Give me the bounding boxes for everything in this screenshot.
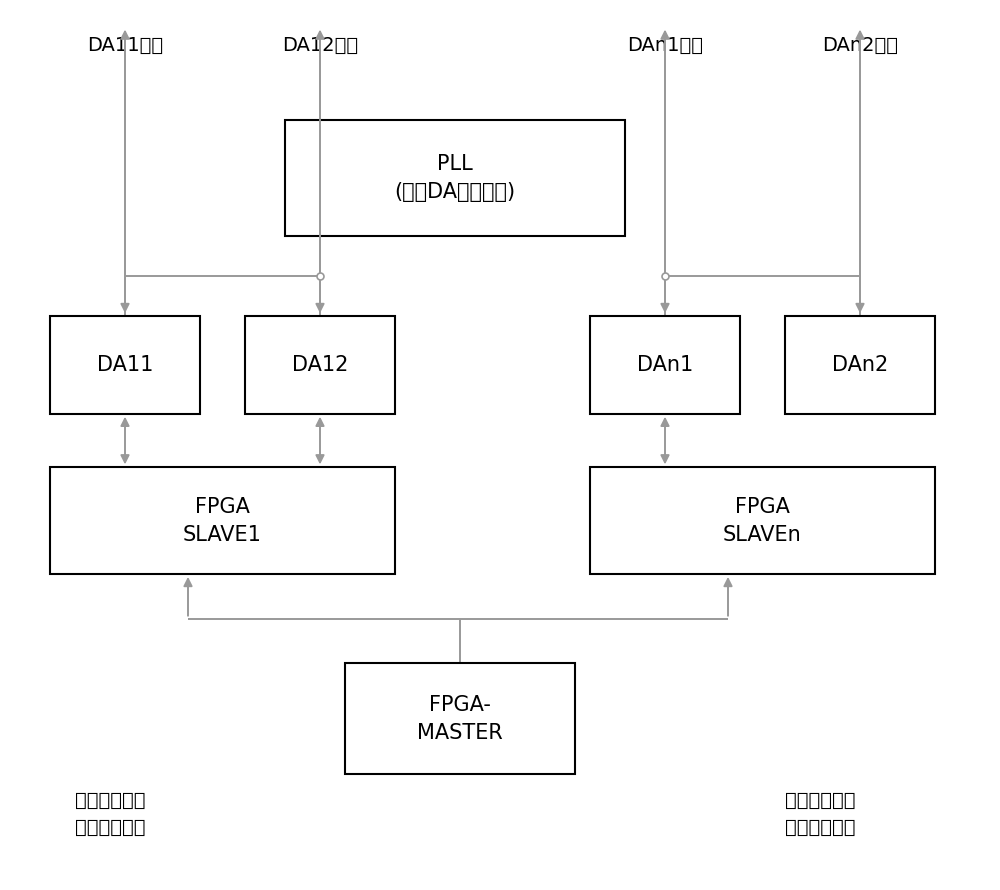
Text: 数据和同步时
钟和复位信号: 数据和同步时 钟和复位信号: [785, 791, 855, 837]
Text: DAn2: DAn2: [832, 355, 888, 375]
Bar: [285, 120, 625, 236]
Text: DA11: DA11: [97, 355, 153, 375]
Text: FPGA
SLAVE1: FPGA SLAVE1: [183, 497, 262, 545]
Text: DA12输出: DA12输出: [282, 36, 358, 54]
Bar: [245, 316, 395, 414]
Text: DAn2输出: DAn2输出: [822, 36, 898, 54]
Bar: [345, 663, 575, 774]
Text: FPGA-
MASTER: FPGA- MASTER: [417, 695, 503, 742]
Text: DAn1输出: DAn1输出: [627, 36, 703, 54]
Text: DA11输出: DA11输出: [87, 36, 163, 54]
Text: DAn1: DAn1: [637, 355, 693, 375]
Bar: [50, 316, 200, 414]
Bar: [590, 316, 740, 414]
Text: 数据和同步时
钟和复位信号: 数据和同步时 钟和复位信号: [75, 791, 145, 837]
Bar: [50, 467, 395, 574]
Text: DA12: DA12: [292, 355, 348, 375]
Text: PLL
(产生DA模拟时钟): PLL (产生DA模拟时钟): [394, 154, 516, 202]
Bar: [785, 316, 935, 414]
Bar: [590, 467, 935, 574]
Text: FPGA
SLAVEn: FPGA SLAVEn: [723, 497, 802, 545]
